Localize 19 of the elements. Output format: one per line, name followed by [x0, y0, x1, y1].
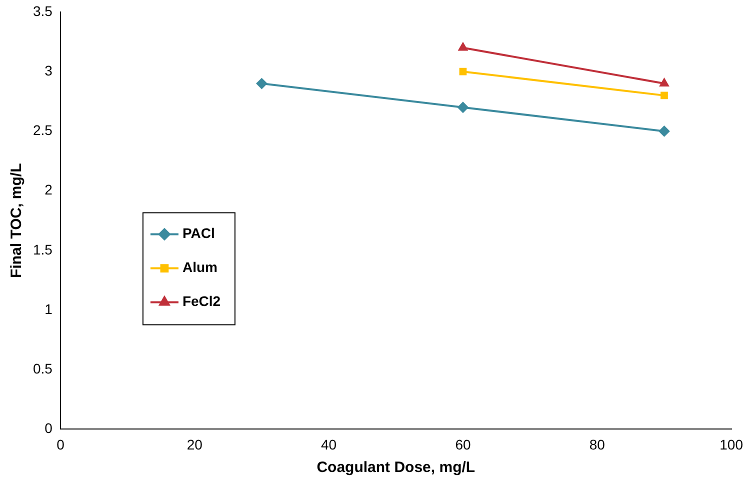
legend-label: FeCl2 [182, 293, 221, 310]
y-tick-label: 0 [44, 420, 53, 436]
y-tick-label: 0.5 [32, 360, 53, 376]
y-tick-label: 3.5 [32, 2, 53, 19]
x-axis-title: Coagulant Dose, mg/L [316, 459, 476, 476]
x-tick-label: 40 [321, 436, 337, 452]
y-tick-label: 2.5 [32, 122, 53, 138]
legend-label: PACl [182, 225, 215, 242]
x-tick-label: 20 [186, 436, 203, 452]
y-tick-label: 3 [44, 62, 53, 78]
y-tick-label: 1.5 [32, 241, 53, 258]
y-axis-title: Final TOC, mg/L [8, 163, 26, 278]
legend-label: Alum [182, 259, 218, 276]
x-tick-label: 60 [455, 436, 471, 452]
x-tick-label: 100 [720, 436, 744, 452]
y-tick-label: 1 [44, 300, 53, 317]
x-tick-label: 0 [56, 436, 65, 452]
x-tick-label: 80 [589, 436, 606, 452]
y-tick-label: 2 [44, 182, 53, 198]
